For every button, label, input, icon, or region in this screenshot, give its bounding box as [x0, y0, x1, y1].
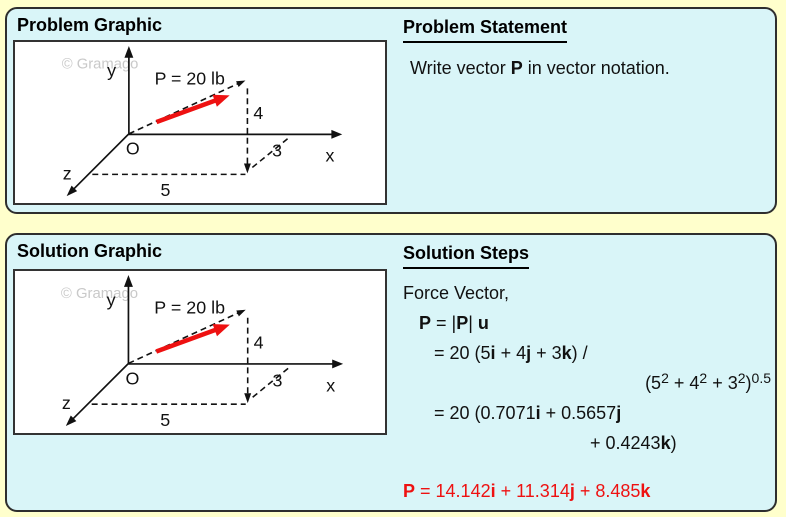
solution-step-line: + 0.4243k) — [590, 433, 677, 453]
x-axis-label: x — [325, 146, 334, 166]
solution-intro-line: Force Vector, — [403, 283, 510, 303]
z-axis — [72, 362, 130, 420]
x-axis-arrowhead-icon — [331, 129, 343, 139]
solution-steps-column: Solution Steps Force Vector, P = |P| u =… — [403, 243, 775, 506]
solution-graphic-title: Solution Graphic — [17, 241, 163, 261]
problem-panel: Problem Graphic © Gramago y P = 20 lb O — [5, 7, 777, 214]
dim-x-label: 5 — [160, 180, 170, 200]
dimension-line-z — [252, 365, 291, 398]
solution-step-line: (52 + 42 + 32)0.5 — [645, 370, 771, 393]
dim-z-label: 3 — [273, 370, 283, 390]
dashed-line-to-point — [128, 82, 240, 135]
dashed-line-arrowhead-icon — [236, 309, 246, 317]
dashed-line-arrowhead-icon — [236, 80, 246, 88]
dim-y-label: 4 — [254, 333, 264, 353]
y-axis-label: y — [107, 290, 116, 310]
z-axis — [72, 133, 130, 190]
force-vector-shaft — [155, 326, 220, 354]
solution-diagram-box: © Gramago y P = 20 lb O x z 4 3 5 — [13, 269, 387, 435]
solution-step-line: P = |P| u — [419, 313, 489, 333]
force-vector-arrowhead-icon — [212, 324, 230, 337]
force-label: P = 20 lb — [154, 298, 225, 318]
dashed-line-to-point — [128, 311, 241, 365]
force-vector-shaft — [155, 97, 220, 125]
problem-graphic-title: Problem Graphic — [17, 15, 163, 35]
solution-panel: Solution Graphic © Gramago y P = 20 lb O… — [5, 233, 777, 512]
solution-result-line: P = 14.142i + 11.314j + 8.485k — [403, 481, 651, 501]
z-axis-arrowhead-icon — [65, 415, 77, 427]
z-axis-label: z — [63, 163, 72, 183]
solution-step-line: = 20 (5i + 4j + 3k) / — [434, 343, 588, 363]
z-axis-arrowhead-icon — [66, 185, 78, 197]
dim-y-label: 4 — [253, 103, 263, 123]
x-axis-label: x — [326, 375, 335, 395]
y-axis-arrowhead-icon — [124, 45, 134, 58]
y-axis-arrowhead-icon — [123, 274, 133, 287]
watermark-text: © Gramago — [61, 286, 138, 302]
problem-statement-text: Write vector P in vector notation. — [410, 58, 670, 78]
watermark-text: © Gramago — [62, 57, 139, 73]
dimension-line-z — [251, 136, 291, 169]
solution-step-line: = 20 (0.7071i + 0.5657j — [434, 403, 622, 423]
dim-x-label: 5 — [160, 410, 170, 430]
origin-label: O — [126, 139, 140, 159]
problem-statement-column: Problem Statement Write vector P in vect… — [403, 17, 775, 80]
origin-label: O — [125, 368, 139, 388]
z-axis-label: z — [62, 393, 71, 413]
vector-diagram: © Gramago y P = 20 lb O x z 4 3 — [62, 45, 343, 200]
dim-z-label: 3 — [272, 141, 282, 161]
dimension-y-arrowhead-icon — [243, 163, 251, 174]
force-vector-arrowhead-icon — [212, 94, 230, 107]
y-axis-label: y — [107, 61, 116, 81]
problem-diagram-box: © Gramago y P = 20 lb O x z 4 3 — [13, 40, 387, 205]
dimension-y-arrowhead-icon — [244, 393, 252, 404]
vector-diagram: © Gramago y P = 20 lb O x z 4 3 5 — [61, 274, 344, 430]
solution-steps-title: Solution Steps — [403, 243, 529, 269]
x-axis-arrowhead-icon — [332, 359, 344, 369]
force-label: P = 20 lb — [155, 68, 225, 88]
problem-statement-title: Problem Statement — [403, 17, 568, 43]
